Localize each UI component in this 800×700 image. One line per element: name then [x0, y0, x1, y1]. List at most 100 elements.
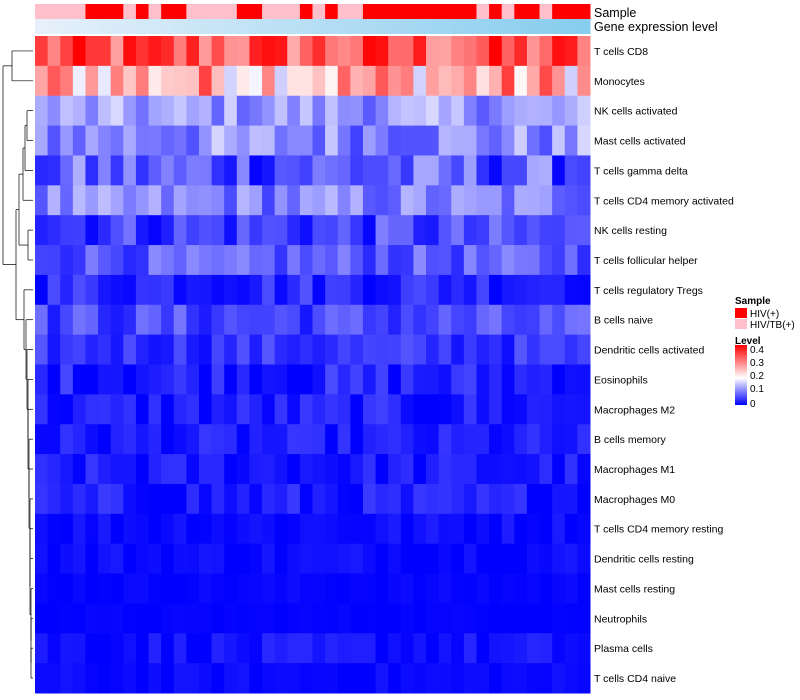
heatmap-cell: [287, 364, 301, 395]
sample-annotation-cell: [110, 4, 124, 19]
heatmap-cells: [35, 36, 591, 694]
heatmap-cell: [274, 304, 288, 336]
heatmap-cell: [438, 155, 452, 186]
heatmap-cell: [110, 215, 124, 246]
heatmap-cell: [451, 36, 465, 67]
heatmap-cell: [173, 424, 187, 455]
sample-annotation-cell: [72, 4, 86, 19]
heatmap-cell: [400, 364, 414, 395]
heatmap-cell: [262, 185, 276, 216]
heatmap-cell: [388, 125, 402, 156]
heatmap-cell: [375, 394, 389, 425]
heatmap-cell: [161, 185, 175, 216]
heatmap-cell: [426, 155, 440, 186]
heatmap-cell: [526, 155, 541, 186]
heatmap-cell: [539, 633, 553, 664]
heatmap-cell: [577, 454, 591, 485]
heatmap-cell: [211, 454, 225, 485]
heatmap-cell: [47, 125, 61, 156]
heatmap-cell: [110, 125, 124, 156]
sample-annotation-cell: [400, 4, 414, 19]
heatmap-cell: [539, 364, 553, 395]
heatmap-cell: [375, 155, 389, 186]
expression-annotation-cell: [400, 19, 414, 34]
heatmap-cell: [350, 424, 364, 455]
heatmap-cell: [552, 65, 566, 97]
heatmap-cell: [224, 215, 238, 246]
expression-annotation-cell: [47, 19, 61, 34]
heatmap-cell: [148, 245, 162, 276]
heatmap-cell: [224, 304, 238, 336]
heatmap-cell: [526, 36, 541, 67]
heatmap-cell: [262, 364, 276, 395]
heatmap-cell: [539, 36, 553, 67]
heatmap-cell: [35, 573, 49, 604]
heatmap-cell: [262, 304, 276, 336]
heatmap-cell: [224, 334, 238, 365]
heatmap-cell: [249, 95, 263, 127]
heatmap-cell: [198, 394, 213, 425]
heatmap-cell: [337, 364, 351, 395]
heatmap-cell: [539, 454, 553, 485]
heatmap-cell: [274, 155, 288, 186]
heatmap-cell: [72, 245, 86, 276]
row-label: T cells CD4 naive: [594, 673, 676, 685]
heatmap-cell: [426, 454, 440, 485]
heatmap-cell: [211, 573, 225, 604]
heatmap-cell: [224, 155, 238, 186]
heatmap-cell: [236, 573, 250, 604]
heatmap-cell: [123, 304, 137, 336]
heatmap-cell: [236, 125, 250, 156]
heatmap-cell: [274, 663, 288, 694]
heatmap-cell: [312, 215, 326, 246]
heatmap-cell: [47, 573, 61, 604]
heatmap-cell: [135, 663, 150, 694]
heatmap-cell: [198, 663, 213, 694]
expression-annotation-cell: [388, 19, 402, 34]
heatmap-cell: [312, 543, 326, 575]
heatmap-cell: [337, 95, 351, 127]
heatmap-cell: [501, 274, 515, 306]
expression-annotation-cell: [476, 19, 490, 34]
heatmap-cell: [375, 334, 389, 365]
sample-annotation-cell: [501, 4, 515, 19]
heatmap-cell: [388, 364, 402, 395]
heatmap-cell: [463, 454, 477, 485]
heatmap-cell: [60, 245, 74, 276]
heatmap-cell: [236, 394, 250, 425]
heatmap-cell: [514, 454, 528, 485]
heatmap-cell: [526, 95, 541, 127]
heatmap-cell: [362, 125, 377, 156]
heatmap-cell: [148, 573, 162, 604]
heatmap-cell: [186, 65, 200, 97]
heatmap-cell: [426, 215, 440, 246]
heatmap-cell: [501, 215, 515, 246]
heatmap-cell: [463, 573, 477, 604]
heatmap-cell: [463, 215, 477, 246]
heatmap-cell: [539, 334, 553, 365]
heatmap-cell: [564, 513, 578, 545]
heatmap-cell: [400, 513, 414, 545]
heatmap-cell: [539, 125, 553, 156]
heatmap-cell: [60, 185, 74, 216]
expression-annotation-cell: [539, 19, 553, 34]
heatmap-cell: [375, 603, 389, 634]
legend-tick-04: 0.4: [750, 345, 764, 356]
heatmap-cell: [135, 513, 150, 545]
heatmap-cell: [489, 65, 503, 97]
heatmap-cell: [236, 424, 250, 455]
heatmap-cell: [539, 95, 553, 127]
heatmap-cell: [135, 633, 150, 664]
heatmap-cell: [451, 95, 465, 127]
heatmap-cell: [110, 185, 124, 216]
heatmap-cell: [413, 424, 427, 455]
heatmap-cell: [375, 633, 389, 664]
heatmap-cell: [476, 424, 490, 455]
heatmap-cell: [262, 663, 276, 694]
heatmap-cell: [98, 155, 112, 186]
heatmap-cell: [173, 155, 187, 186]
heatmap-cell: [501, 424, 515, 455]
legend-color-bar: [735, 345, 747, 405]
heatmap-cell: [337, 215, 351, 246]
heatmap-cell: [274, 424, 288, 455]
